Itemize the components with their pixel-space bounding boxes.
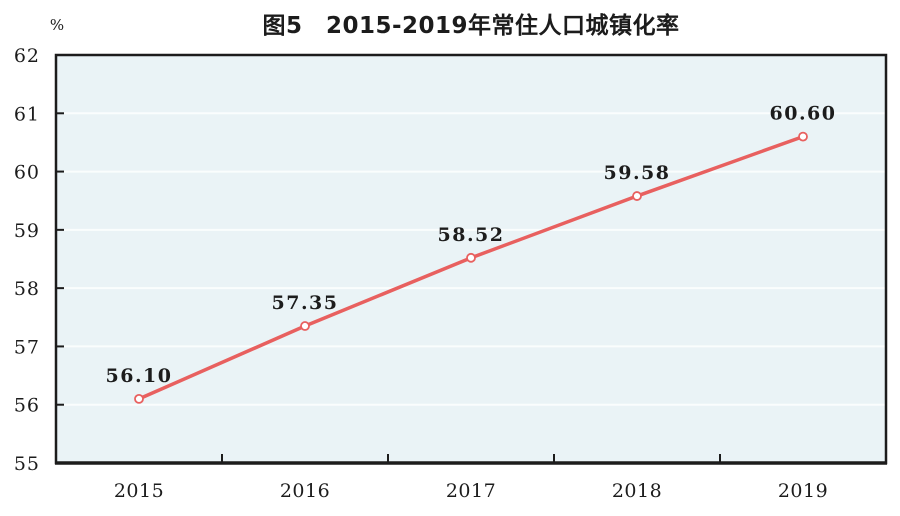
x-tick-label: 2019 — [778, 480, 828, 502]
y-tick-label: 62 — [14, 45, 40, 67]
chart-title: 图5 2015-2019年常住人口城镇化率 — [262, 13, 680, 39]
y-tick-label: 57 — [14, 336, 40, 358]
x-tick-label: 2015 — [114, 480, 164, 502]
x-tick-label: 2016 — [280, 480, 330, 502]
data-point-label: 57.35 — [272, 292, 339, 314]
y-tick-label: 58 — [14, 278, 40, 300]
x-tick-label: 2017 — [446, 480, 496, 502]
data-point-marker — [300, 321, 310, 331]
y-tick-label: 59 — [14, 220, 40, 242]
y-tick-label: 60 — [14, 162, 40, 184]
y-tick-label: 55 — [14, 453, 40, 475]
data-point-marker — [798, 131, 808, 142]
data-point-marker — [134, 393, 144, 404]
y-tick-label: 61 — [14, 103, 40, 125]
data-point-marker — [632, 191, 642, 201]
data-point-label: 58.52 — [438, 224, 505, 246]
data-point-label: 59.58 — [604, 162, 671, 184]
data-point-label: 56.10 — [106, 365, 173, 387]
y-tick-label: 56 — [14, 395, 40, 417]
x-tick-label: 2018 — [612, 480, 662, 502]
data-point-marker — [466, 252, 476, 263]
y-axis-unit-label: % — [49, 16, 65, 34]
data-point-label: 60.60 — [770, 103, 837, 125]
